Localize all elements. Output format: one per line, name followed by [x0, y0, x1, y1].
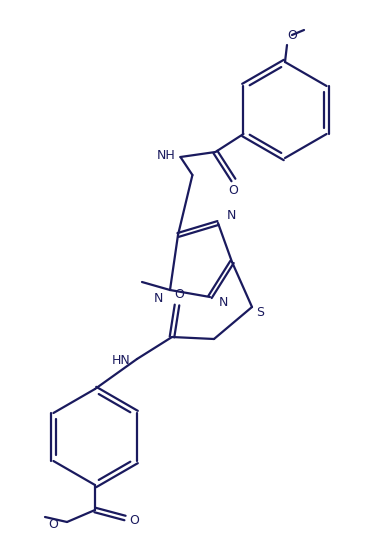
Text: NH: NH [157, 148, 176, 161]
Text: N: N [153, 292, 163, 305]
Text: N: N [218, 296, 228, 310]
Text: O: O [228, 184, 238, 197]
Text: N: N [226, 209, 236, 221]
Text: O: O [129, 514, 139, 528]
Text: O: O [174, 288, 184, 301]
Text: S: S [256, 306, 264, 318]
Text: O: O [48, 518, 58, 531]
Text: HN: HN [112, 354, 130, 367]
Text: O: O [287, 28, 297, 41]
